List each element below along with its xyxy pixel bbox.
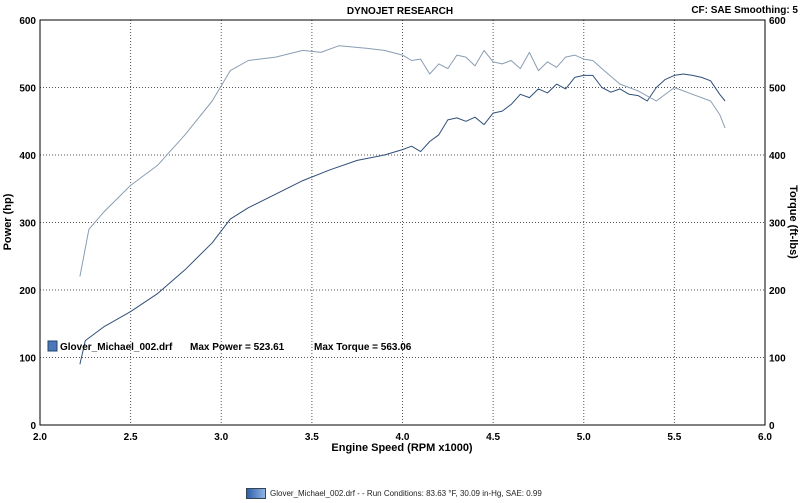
run-conditions-footer: Glover_Michael_002.drf - - Run Condition… <box>246 488 542 499</box>
y2-tick-label: 600 <box>769 16 786 27</box>
torque-curve <box>79 45 726 277</box>
x-tick-label: 2.0 <box>33 432 47 443</box>
power-curve <box>79 73 726 365</box>
max-torque-label: Max Torque = 563.06 <box>314 342 412 353</box>
footer-swatch <box>246 488 266 499</box>
y-tick-label: 500 <box>19 84 36 95</box>
grid <box>40 20 765 425</box>
x-tick-labels: 2.0 2.5 3.0 3.5 4.0 4.5 5.0 5.5 6.0 <box>33 432 772 443</box>
footer-bar <box>0 478 800 503</box>
y-axis-label: Power (hp) <box>2 193 14 250</box>
plot-border <box>39 19 766 426</box>
y2-tick-label: 100 <box>769 354 786 365</box>
max-power-label: Max Power = 523.61 <box>190 342 285 353</box>
series-lines <box>79 45 726 365</box>
y-tick-label: 100 <box>19 354 36 365</box>
y2-tick-label: 200 <box>769 286 786 297</box>
run-annotation: Glover_Michael_002.drf Max Power = 523.6… <box>47 340 412 353</box>
y2-tick-label: 400 <box>769 151 786 162</box>
run-swatch <box>47 340 58 352</box>
y-tick-label: 0 <box>30 421 36 432</box>
x-tick-label: 3.0 <box>214 432 228 443</box>
y2-tick-label: 500 <box>769 84 786 95</box>
x-tick-label: 4.5 <box>486 432 500 443</box>
x-tick-label: 2.5 <box>124 432 138 443</box>
x-tick-label: 4.0 <box>396 432 410 443</box>
settings-info: CF: SAE Smoothing: 5 <box>691 5 798 16</box>
y-tick-label: 200 <box>19 286 36 297</box>
y-tick-label: 600 <box>19 16 36 27</box>
y2-tick-labels: 0 100 200 300 400 500 600 <box>769 16 786 432</box>
run-conditions-text: Glover_Michael_002.drf - - Run Condition… <box>270 489 542 498</box>
x-tick-label: 3.5 <box>305 432 319 443</box>
x-axis-label: Engine Speed (RPM x1000) <box>331 442 473 454</box>
chart-title: DYNOJET RESEARCH <box>346 6 454 17</box>
y-tick-label: 400 <box>19 151 36 162</box>
y-tick-labels: 0 100 200 300 400 500 600 <box>19 16 36 432</box>
y2-tick-label: 300 <box>769 219 786 230</box>
x-tick-label: 6.0 <box>758 432 772 443</box>
y2-axis-label: Torque (ft-lbs) <box>787 185 799 259</box>
y-tick-label: 300 <box>19 219 36 230</box>
y2-tick-label: 0 <box>769 421 775 432</box>
x-tick-label: 5.5 <box>667 432 681 443</box>
x-tick-label: 5.0 <box>577 432 591 443</box>
run-file-name: Glover_Michael_002.drf <box>60 342 173 353</box>
